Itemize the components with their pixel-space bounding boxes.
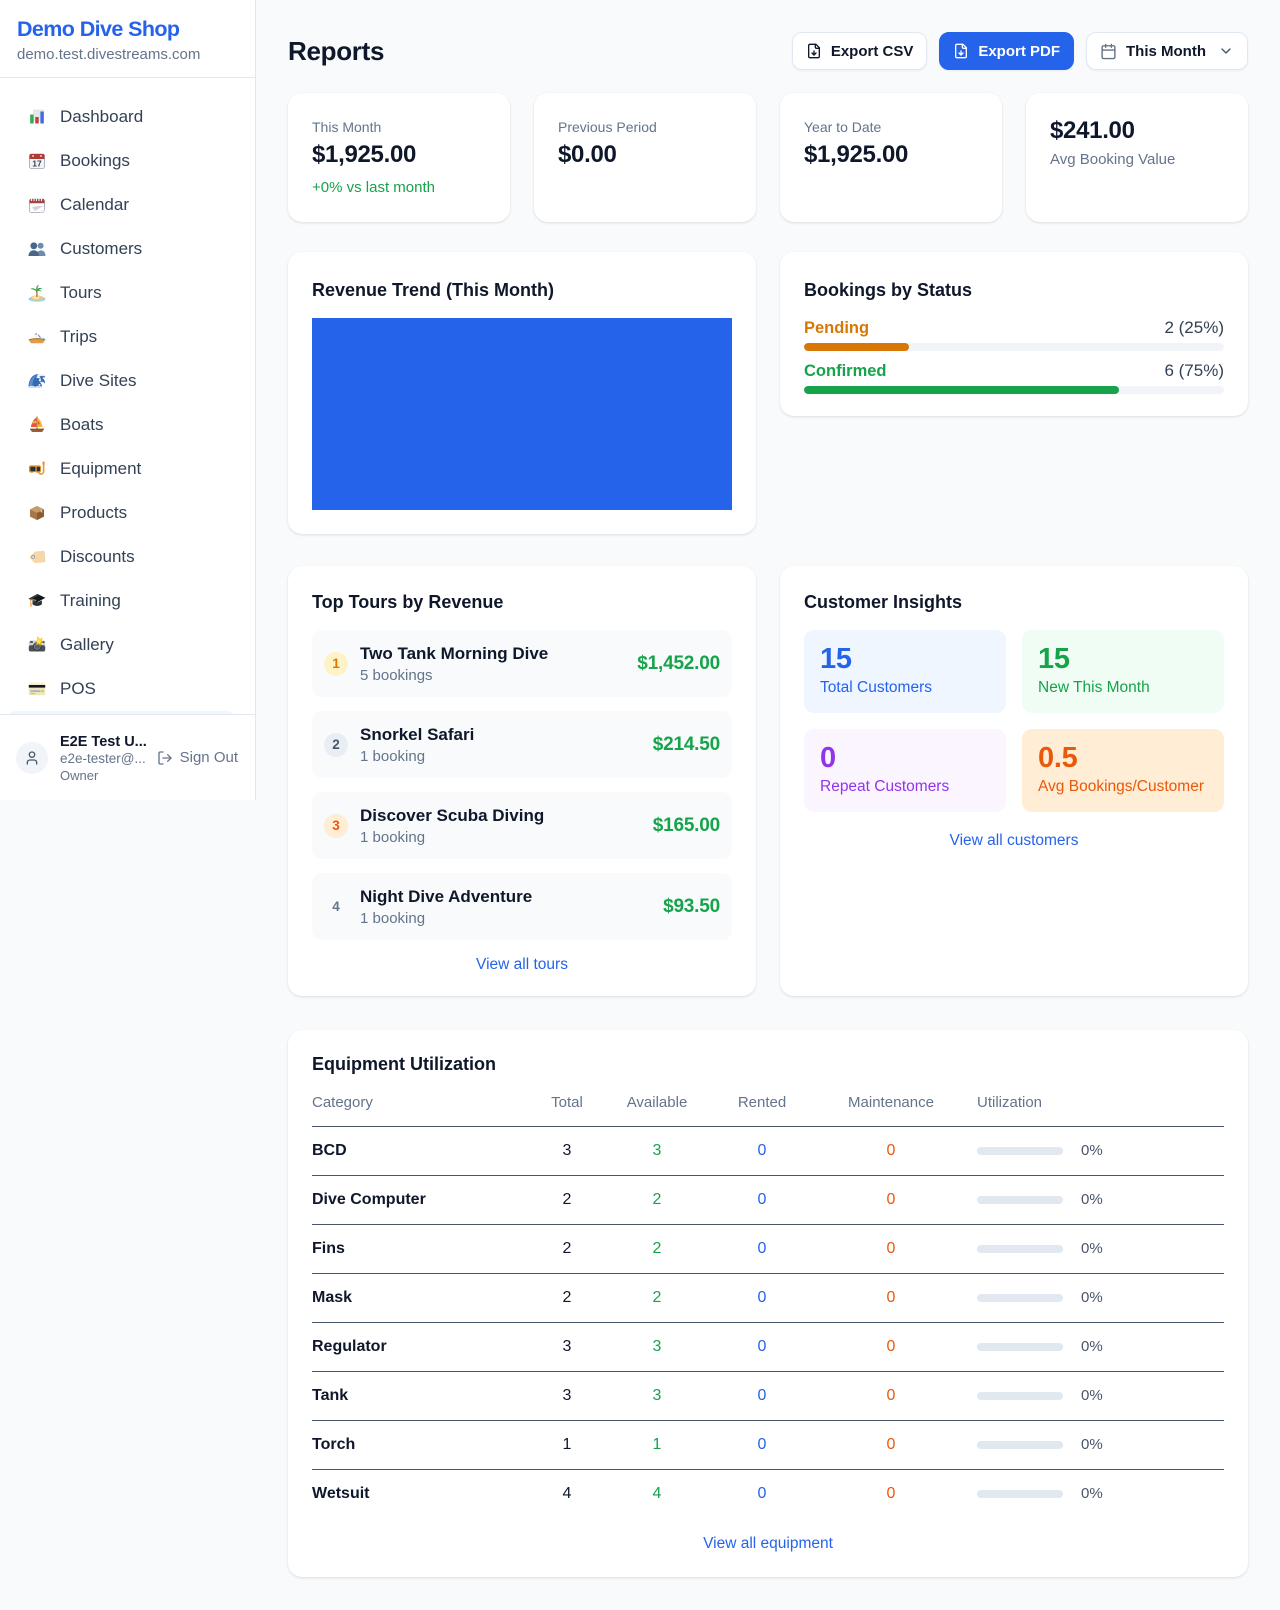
svg-text:17: 17 (32, 159, 42, 169)
